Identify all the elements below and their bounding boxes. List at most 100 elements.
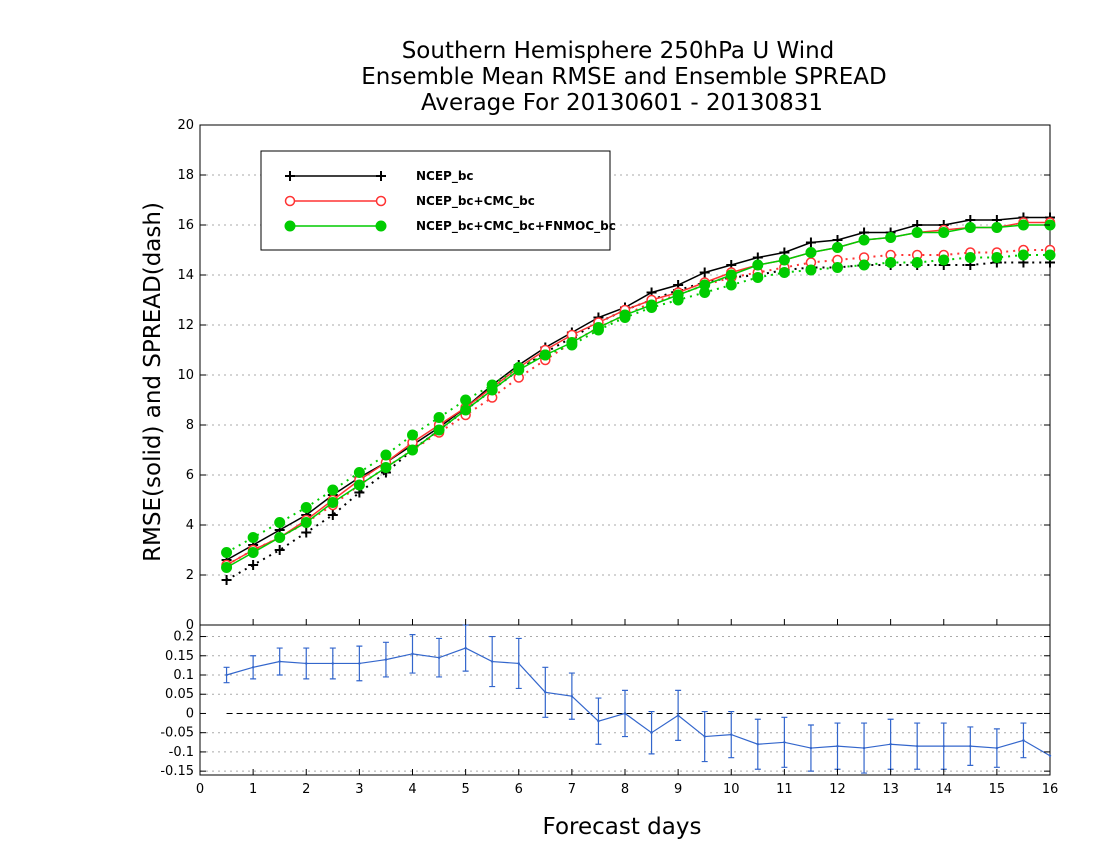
diff-point-29 bbox=[995, 746, 999, 750]
ytick-label-10: 10 bbox=[177, 368, 194, 383]
rmse-line-2 bbox=[226, 224, 1050, 569]
diff-point-27 bbox=[942, 744, 945, 748]
spread-point-2-7 bbox=[407, 429, 418, 441]
spread-point-2-28 bbox=[964, 252, 976, 263]
diff-point-26 bbox=[915, 744, 919, 748]
diff-line bbox=[226, 647, 1051, 757]
xtick-label-9: 9 bbox=[674, 782, 682, 797]
rmse-point-2-18 bbox=[699, 279, 711, 291]
xtick-label-0: 0 bbox=[196, 782, 204, 797]
spread-point-2-1 bbox=[247, 532, 259, 543]
rmse-point-2-28 bbox=[964, 222, 976, 233]
difference-panel-grid bbox=[200, 636, 1050, 772]
ytick-label-16: 16 bbox=[177, 218, 194, 233]
series-2 bbox=[221, 219, 1056, 573]
y-axis-label: RMSE(solid) and SPREAD(dash) bbox=[140, 202, 166, 562]
rmse-point-2-3 bbox=[300, 517, 312, 528]
series-layer bbox=[221, 212, 1056, 585]
series-1 bbox=[221, 217, 1056, 571]
spread-point-2-20 bbox=[752, 272, 764, 283]
spread-line-1 bbox=[226, 249, 1050, 566]
diff-point-11 bbox=[517, 662, 520, 665]
rmse-point-2-0 bbox=[221, 562, 233, 573]
diff-point-24 bbox=[862, 746, 866, 750]
spread-point-2-8 bbox=[433, 412, 445, 423]
diff-point-25 bbox=[889, 743, 892, 746]
rmse-point-2-29 bbox=[991, 222, 1003, 233]
spread-point-2-25 bbox=[885, 257, 897, 268]
ytick-label-6: 6 bbox=[186, 468, 194, 483]
diff-ytick-label-0.15: 0.15 bbox=[165, 649, 194, 664]
diff-point-14 bbox=[597, 719, 600, 723]
spread-point-2-23 bbox=[832, 262, 843, 273]
diff-point-5 bbox=[358, 662, 361, 665]
ytick-label-18: 18 bbox=[177, 168, 194, 183]
spread-point-0-1 bbox=[248, 560, 259, 570]
ytick-label-2: 2 bbox=[186, 568, 194, 583]
rmse-point-2-2 bbox=[274, 532, 286, 543]
rmse-point-2-9 bbox=[460, 404, 472, 416]
xtick-label-3: 3 bbox=[355, 782, 363, 797]
spread-point-2-31 bbox=[1044, 249, 1056, 261]
rmse-point-2-22 bbox=[805, 247, 817, 258]
rmse-point-2-12 bbox=[539, 349, 551, 361]
difference-y-ticks: 0.2 0.15 0.1 0.05 0 -0.05 -0.1 -0.15 bbox=[160, 630, 1050, 779]
title-line-2: Ensemble Mean RMSE and Ensemble SPREAD bbox=[361, 64, 886, 90]
legend-marker-left-0 bbox=[285, 171, 295, 181]
xtick-label-2: 2 bbox=[302, 782, 310, 797]
xtick-label-16: 16 bbox=[1042, 782, 1059, 797]
diff-point-12 bbox=[544, 691, 547, 694]
ytick-label-20: 20 bbox=[177, 118, 194, 133]
diff-point-1 bbox=[251, 666, 255, 669]
series-0 bbox=[221, 212, 1055, 585]
spread-point-2-30 bbox=[1017, 249, 1029, 261]
diff-point-20 bbox=[756, 743, 760, 746]
diff-point-31 bbox=[1048, 754, 1052, 757]
rmse-point-0-18 bbox=[699, 267, 710, 278]
xtick-label-10: 10 bbox=[723, 782, 740, 797]
legend-marker-left-1 bbox=[284, 195, 296, 207]
rmse-point-2-19 bbox=[725, 269, 737, 281]
spread-point-2-6 bbox=[380, 449, 392, 461]
legend-marker-right-1 bbox=[375, 195, 387, 207]
legend-marker-right-2 bbox=[375, 220, 387, 232]
legend-marker-right-0 bbox=[376, 171, 386, 181]
xtick-label-7: 7 bbox=[568, 782, 576, 797]
diff-ytick-label--0.15: -0.15 bbox=[160, 764, 194, 779]
rmse-point-2-25 bbox=[885, 232, 897, 243]
rmse-point-2-6 bbox=[380, 462, 392, 473]
main-y-ticks: 0 2 4 6 8 10 12 14 16 18 20 bbox=[177, 118, 1050, 633]
diff-point-30 bbox=[1022, 739, 1025, 742]
rmse-point-2-21 bbox=[778, 254, 790, 266]
legend-marker-left-2 bbox=[284, 220, 296, 232]
diff-ytick-label--0.1: -0.1 bbox=[169, 745, 194, 760]
diff-point-8 bbox=[437, 656, 441, 659]
main-panel-grid bbox=[200, 174, 1050, 576]
rmse-point-2-15 bbox=[619, 309, 631, 321]
diff-point-22 bbox=[809, 746, 813, 750]
diff-ytick-label-0.05: 0.05 bbox=[165, 687, 194, 702]
rmse-point-2-14 bbox=[592, 322, 604, 333]
xtick-label-13: 13 bbox=[882, 782, 899, 797]
xtick-label-4: 4 bbox=[408, 782, 416, 797]
diff-ytick-label--0.05: -0.05 bbox=[160, 726, 194, 741]
rmse-line-1 bbox=[226, 221, 1050, 566]
diff-point-16 bbox=[650, 731, 653, 734]
rmse-point-2-16 bbox=[646, 299, 658, 311]
spread-point-2-2 bbox=[274, 517, 286, 528]
xtick-label-6: 6 bbox=[515, 782, 523, 797]
difference-layer bbox=[223, 624, 1052, 774]
x-ticks: 0 1 2 3 4 5 6 7 8 9 10 11 12 13 14 15 16 bbox=[196, 619, 1058, 797]
xtick-label-15: 15 bbox=[989, 782, 1006, 797]
legend-label-0: NCEP_bc bbox=[416, 169, 474, 184]
rmse-point-2-17 bbox=[672, 289, 684, 301]
spread-point-2-5 bbox=[353, 467, 365, 478]
spread-point-0-2 bbox=[274, 545, 285, 555]
ytick-label-14: 14 bbox=[177, 268, 194, 283]
ytick-label-0: 0 bbox=[186, 618, 194, 633]
rmse-line-0 bbox=[226, 216, 1050, 561]
rmse-point-2-20 bbox=[752, 259, 764, 271]
diff-ytick-label-0: 0 bbox=[186, 706, 194, 721]
rmse-point-2-1 bbox=[247, 547, 259, 558]
